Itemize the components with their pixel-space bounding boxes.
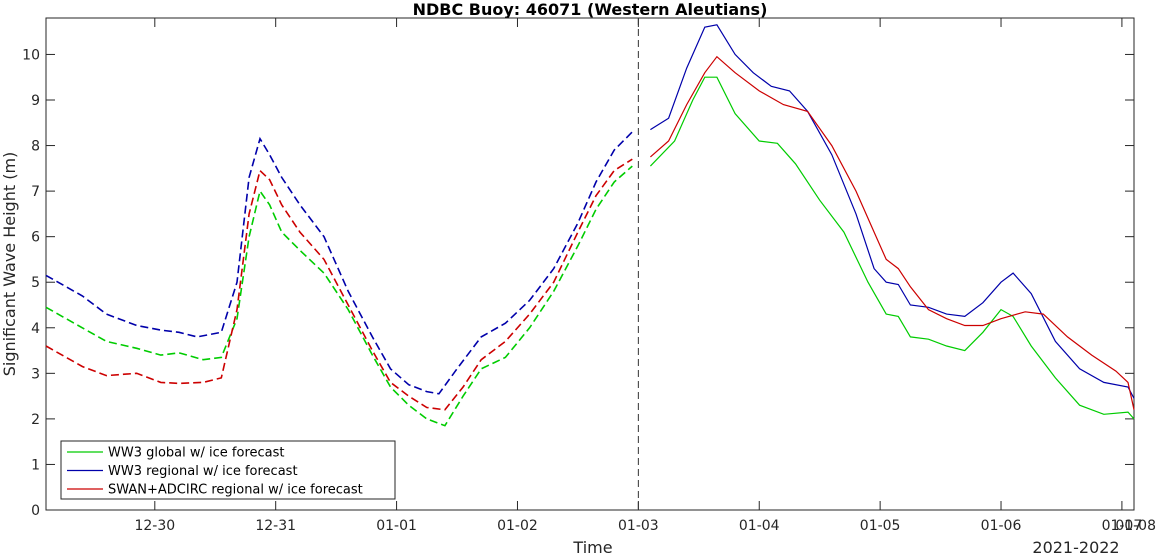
x-tick-label: 01-07 (1102, 518, 1143, 534)
legend-label: SWAN+ADCIRC regional w/ ice forecast (108, 483, 363, 498)
x-tick-label: 01-01 (376, 518, 417, 534)
x-tick-label: 01-05 (860, 518, 901, 534)
plot-area (45, 17, 1135, 511)
y-tick-label: 2 (31, 412, 40, 428)
y-tick-label: 3 (31, 366, 40, 382)
axis-ticks (46, 18, 1135, 511)
x-tick-label: 01-02 (497, 518, 538, 534)
y-tick-label: 4 (31, 321, 40, 337)
x-tick-label: 01-06 (981, 518, 1022, 534)
legend-label: WW3 regional w/ ice forecast (108, 464, 298, 479)
legend: WW3 global w/ ice forecast WW3 regional w… (60, 440, 396, 500)
series-line-forecast (649, 76, 1135, 420)
y-tick-label: 5 (31, 275, 40, 291)
y-tick-label: 9 (31, 93, 40, 109)
series-line-hindcast (45, 165, 633, 427)
x-axis-secondary-label: 2021-2022 (1032, 538, 1119, 555)
series-line-forecast (650, 55, 1135, 410)
x-axis-label: Time (572, 538, 612, 555)
y-tick-label: 10 (22, 47, 40, 63)
x-tick-label: 01-08 (1115, 518, 1156, 534)
legend-box (60, 440, 396, 500)
y-tick-label: 0 (31, 503, 40, 519)
tick-labels: 0 1 2 3 4 5 6 7 8 9 10 12-30 12-31 01-01 01-02 01-03 01-… (22, 47, 1156, 534)
y-axis-label: Significant Wave Height (m) (0, 152, 19, 377)
series-line-hindcast (45, 131, 633, 395)
series-line-forecast (650, 24, 1135, 399)
series-layer (45, 24, 1135, 427)
legend-label: WW3 global w/ ice forecast (108, 446, 285, 461)
chart-title: NDBC Buoy: 46071 (Western Aleutians) (413, 0, 768, 19)
series-line-hindcast (45, 158, 633, 411)
x-tick-label: 12-30 (134, 518, 175, 534)
x-tick-label: 01-04 (739, 518, 780, 534)
y-tick-label: 7 (31, 184, 40, 200)
y-tick-label: 6 (31, 230, 40, 246)
y-tick-label: 1 (31, 457, 40, 473)
x-tick-label: 01-03 (618, 518, 659, 534)
y-tick-label: 8 (31, 139, 40, 155)
x-tick-label: 12-31 (255, 518, 296, 534)
